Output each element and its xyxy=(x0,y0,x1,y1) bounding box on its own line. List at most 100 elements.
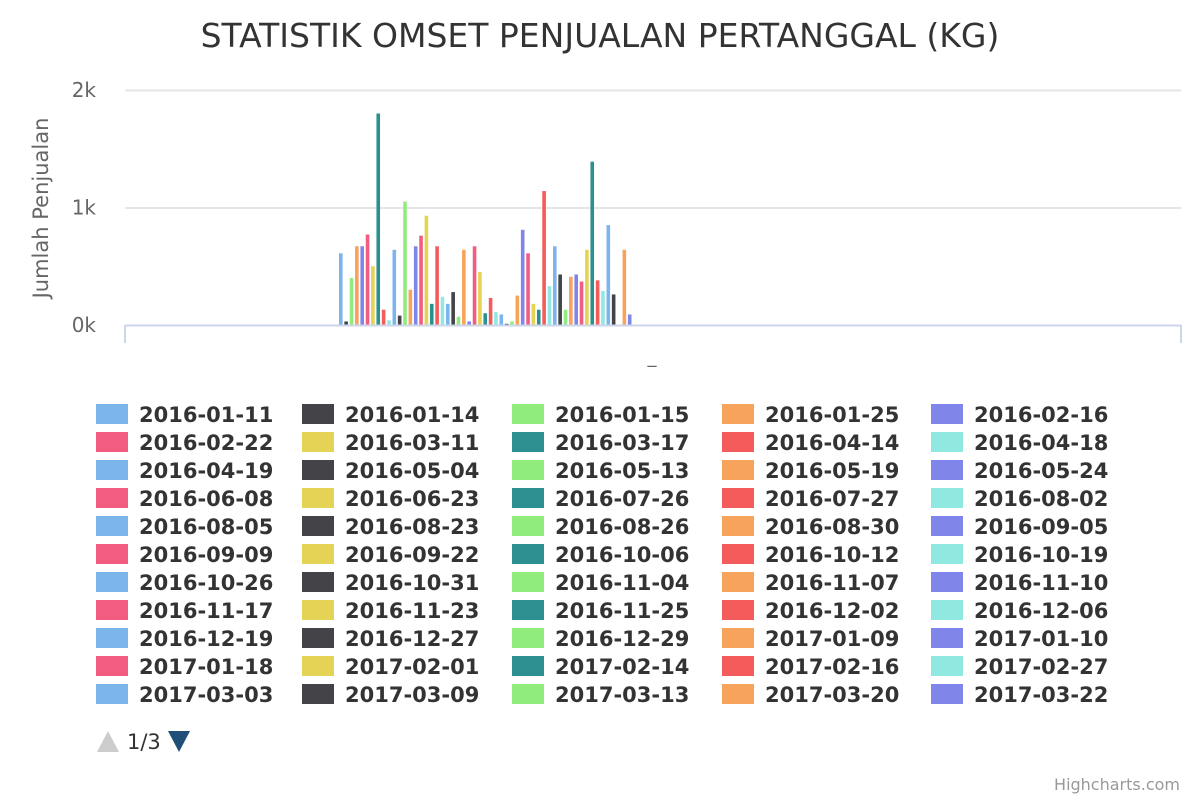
legend-item-2017-03-09[interactable]: 2017-03-09 xyxy=(302,683,479,707)
legend-item-2017-01-18[interactable]: 2017-01-18 xyxy=(96,655,273,679)
bar-2016-10-26[interactable] xyxy=(499,314,504,325)
legend-item-2016-11-10[interactable]: 2016-11-10 xyxy=(931,571,1108,595)
bar-2016-01-15[interactable] xyxy=(349,278,354,325)
legend-item-2016-10-26[interactable]: 2016-10-26 xyxy=(96,571,273,595)
bar-2016-01-25[interactable] xyxy=(355,246,359,325)
bar-2016-08-30[interactable] xyxy=(462,249,466,325)
legend-item-2016-08-30[interactable]: 2016-08-30 xyxy=(722,515,899,539)
credits-link[interactable]: Highcharts.com xyxy=(1054,775,1180,794)
bar-2016-08-26[interactable] xyxy=(456,316,461,325)
bar-2016-05-04[interactable] xyxy=(397,315,402,325)
legend-item-2016-07-26[interactable]: 2016-07-26 xyxy=(512,487,689,511)
legend-item-2016-11-23[interactable]: 2016-11-23 xyxy=(302,599,479,623)
bar-2016-09-09[interactable] xyxy=(472,246,477,325)
legend-item-2016-08-23[interactable]: 2016-08-23 xyxy=(302,515,479,539)
bar-2016-11-23[interactable] xyxy=(531,303,536,325)
bar-2017-03-22[interactable] xyxy=(627,314,632,325)
legend-item-2016-12-06[interactable]: 2016-12-06 xyxy=(931,599,1108,623)
bar-2016-06-08[interactable] xyxy=(419,235,423,325)
legend-item-2016-06-23[interactable]: 2016-06-23 xyxy=(302,487,479,511)
bar-2016-02-22[interactable] xyxy=(365,234,370,325)
legend-item-2016-11-07[interactable]: 2016-11-07 xyxy=(722,571,899,595)
legend-item-2017-03-22[interactable]: 2017-03-22 xyxy=(931,683,1108,707)
bar-2016-10-06[interactable] xyxy=(483,313,488,325)
bar-2017-01-18[interactable] xyxy=(579,281,584,325)
legend-item-2017-01-09[interactable]: 2017-01-09 xyxy=(722,627,899,651)
legend-item-2016-12-27[interactable]: 2016-12-27 xyxy=(302,627,479,651)
legend-item-2016-02-22[interactable]: 2016-02-22 xyxy=(96,431,273,455)
bar-2016-02-16[interactable] xyxy=(360,246,364,325)
bar-2016-08-02[interactable] xyxy=(440,296,445,325)
legend-item-2016-12-29[interactable]: 2016-12-29 xyxy=(512,627,689,651)
bar-2016-10-12[interactable] xyxy=(488,297,493,325)
legend-item-2017-03-03[interactable]: 2017-03-03 xyxy=(96,683,273,707)
legend-item-2016-05-04[interactable]: 2016-05-04 xyxy=(302,459,479,483)
bar-2016-10-31[interactable] xyxy=(504,323,509,325)
legend-item-2016-03-17[interactable]: 2016-03-17 xyxy=(512,431,689,455)
bar-2016-08-05[interactable] xyxy=(446,303,450,325)
legend-item-2016-01-25[interactable]: 2016-01-25 xyxy=(722,403,899,427)
legend-item-2016-11-25[interactable]: 2016-11-25 xyxy=(512,599,689,623)
bar-2017-02-14[interactable] xyxy=(590,161,595,325)
bar-2016-01-11[interactable] xyxy=(339,253,343,325)
bar-2016-11-07[interactable] xyxy=(515,295,520,326)
bar-2016-06-23[interactable] xyxy=(424,215,429,325)
legend-item-2016-08-02[interactable]: 2016-08-02 xyxy=(931,487,1108,511)
legend-item-2016-01-11[interactable]: 2016-01-11 xyxy=(96,403,273,427)
bar-2016-01-14[interactable] xyxy=(344,321,348,325)
legend-item-2017-03-13[interactable]: 2017-03-13 xyxy=(512,683,689,707)
legend-item-2016-04-14[interactable]: 2016-04-14 xyxy=(722,431,899,455)
legend-item-2016-05-24[interactable]: 2016-05-24 xyxy=(931,459,1108,483)
bar-2016-11-04[interactable] xyxy=(510,321,514,325)
legend-item-2016-12-02[interactable]: 2016-12-02 xyxy=(722,599,899,623)
bar-2016-03-11[interactable] xyxy=(371,266,375,325)
bar-2016-12-19[interactable] xyxy=(553,246,557,325)
bar-2016-05-24[interactable] xyxy=(413,246,418,325)
legend-item-2016-08-05[interactable]: 2016-08-05 xyxy=(96,515,273,539)
bar-2016-04-19[interactable] xyxy=(392,249,397,325)
bar-2016-11-10[interactable] xyxy=(520,229,525,325)
legend-item-2017-01-10[interactable]: 2017-01-10 xyxy=(931,627,1108,651)
bar-2017-03-09[interactable] xyxy=(611,294,616,325)
bar-2017-01-10[interactable] xyxy=(574,274,578,325)
legend-item-2017-02-27[interactable]: 2017-02-27 xyxy=(931,655,1108,679)
legend-item-2016-10-31[interactable]: 2016-10-31 xyxy=(302,571,479,595)
bar-2016-09-05[interactable] xyxy=(467,321,471,325)
bar-2017-01-09[interactable] xyxy=(569,276,573,325)
bar-2017-02-01[interactable] xyxy=(585,249,589,325)
legend-item-2016-04-19[interactable]: 2016-04-19 xyxy=(96,459,273,483)
legend-item-2016-06-08[interactable]: 2016-06-08 xyxy=(96,487,273,511)
legend-item-2016-10-19[interactable]: 2016-10-19 xyxy=(931,543,1108,567)
legend-item-2017-03-20[interactable]: 2017-03-20 xyxy=(722,683,899,707)
bar-2016-04-14[interactable] xyxy=(381,309,386,325)
legend-item-2016-11-04[interactable]: 2016-11-04 xyxy=(512,571,689,595)
bar-2017-03-03[interactable] xyxy=(606,225,611,326)
bar-2016-08-23[interactable] xyxy=(451,292,455,325)
bar-2016-11-25[interactable] xyxy=(536,309,541,325)
legend-item-2016-09-22[interactable]: 2016-09-22 xyxy=(302,543,479,567)
bar-2017-02-16[interactable] xyxy=(595,280,600,325)
bar-2016-11-17[interactable] xyxy=(526,253,530,325)
bar-2017-02-27[interactable] xyxy=(601,290,605,325)
legend-page-up-icon[interactable] xyxy=(97,731,119,752)
legend-item-2016-11-17[interactable]: 2016-11-17 xyxy=(96,599,273,623)
legend-item-2016-10-06[interactable]: 2016-10-06 xyxy=(512,543,689,567)
legend-item-2016-05-19[interactable]: 2016-05-19 xyxy=(722,459,899,483)
legend-item-2016-01-14[interactable]: 2016-01-14 xyxy=(302,403,479,427)
legend-item-2017-02-16[interactable]: 2017-02-16 xyxy=(722,655,899,679)
bar-2016-12-02[interactable] xyxy=(542,191,546,325)
legend-item-2016-01-15[interactable]: 2016-01-15 xyxy=(512,403,689,427)
legend-item-2016-04-18[interactable]: 2016-04-18 xyxy=(931,431,1108,455)
bar-2016-10-19[interactable] xyxy=(494,312,498,325)
bar-2016-09-22[interactable] xyxy=(478,272,482,326)
legend-item-2017-02-01[interactable]: 2017-02-01 xyxy=(302,655,479,679)
bar-2017-03-20[interactable] xyxy=(622,249,627,325)
bar-2016-12-06[interactable] xyxy=(547,286,552,325)
bar-2016-07-26[interactable] xyxy=(429,303,434,325)
bar-2016-12-27[interactable] xyxy=(558,274,562,325)
bar-2016-04-18[interactable] xyxy=(387,320,391,325)
legend-item-2016-12-19[interactable]: 2016-12-19 xyxy=(96,627,273,651)
bar-2016-03-17[interactable] xyxy=(376,113,381,326)
legend-item-2016-09-09[interactable]: 2016-09-09 xyxy=(96,543,273,567)
legend-item-2017-02-14[interactable]: 2017-02-14 xyxy=(512,655,689,679)
